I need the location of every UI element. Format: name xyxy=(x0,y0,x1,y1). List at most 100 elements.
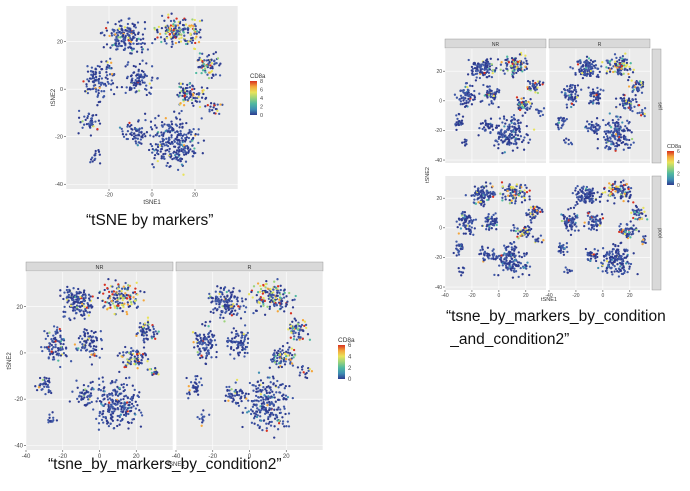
data-point xyxy=(208,108,211,111)
data-point xyxy=(225,305,229,308)
data-point xyxy=(143,132,146,136)
data-point xyxy=(468,99,471,102)
data-point xyxy=(299,328,302,331)
data-point xyxy=(193,147,196,150)
data-point xyxy=(259,405,262,408)
data-point xyxy=(588,61,591,65)
data-point xyxy=(507,61,511,64)
data-point xyxy=(510,257,513,260)
data-point xyxy=(196,338,199,342)
data-point xyxy=(510,260,514,264)
data-point xyxy=(129,297,132,301)
data-point xyxy=(629,100,633,103)
data-point xyxy=(465,227,468,231)
data-point xyxy=(571,99,575,103)
data-point xyxy=(259,388,262,392)
data-point xyxy=(179,159,182,163)
data-point xyxy=(126,303,130,306)
data-point xyxy=(136,293,139,296)
data-point xyxy=(238,351,242,354)
data-point xyxy=(101,299,104,303)
data-point xyxy=(163,123,166,126)
data-point xyxy=(127,39,130,42)
data-point xyxy=(589,59,593,62)
data-point xyxy=(130,303,133,306)
data-point xyxy=(244,334,247,338)
data-point xyxy=(455,240,458,243)
panel-r-pool-points xyxy=(557,179,649,278)
data-point xyxy=(265,427,268,430)
data-point xyxy=(233,336,236,340)
data-point xyxy=(205,351,208,355)
data-point xyxy=(487,122,490,126)
data-point xyxy=(527,100,530,104)
data-point xyxy=(474,202,478,205)
data-point xyxy=(65,355,68,358)
data-point xyxy=(154,330,157,333)
data-point xyxy=(295,327,298,330)
data-point xyxy=(527,213,530,216)
data-point xyxy=(498,117,502,120)
data-point xyxy=(241,411,244,414)
data-point xyxy=(121,309,124,313)
data-point xyxy=(192,384,195,387)
data-point xyxy=(124,35,127,38)
data-point xyxy=(125,137,128,141)
data-point xyxy=(518,255,521,258)
data-point xyxy=(245,397,248,400)
data-point xyxy=(514,270,518,273)
data-point xyxy=(126,363,129,366)
data-point xyxy=(486,85,489,88)
data-point xyxy=(195,30,199,33)
data-point xyxy=(89,295,92,298)
data-point xyxy=(269,288,272,291)
data-point xyxy=(576,63,580,66)
data-point xyxy=(117,297,120,300)
data-point xyxy=(190,37,193,40)
data-point xyxy=(113,410,116,413)
data-point xyxy=(178,112,181,115)
data-point xyxy=(239,317,243,320)
data-point xyxy=(272,293,275,297)
data-point xyxy=(463,211,467,214)
data-point xyxy=(491,192,494,195)
data-point xyxy=(123,26,127,29)
data-point xyxy=(293,354,297,357)
data-point xyxy=(45,377,48,380)
data-point xyxy=(493,217,496,221)
data-point xyxy=(596,191,599,194)
data-point xyxy=(469,232,472,235)
data-point xyxy=(133,388,136,392)
data-point xyxy=(180,147,183,151)
data-point xyxy=(127,36,130,39)
data-point xyxy=(46,383,50,387)
data-point xyxy=(301,319,305,322)
data-point xyxy=(232,327,235,330)
data-point xyxy=(214,297,217,300)
data-point xyxy=(84,294,87,297)
data-point xyxy=(210,356,213,359)
data-point xyxy=(203,415,206,418)
data-point xyxy=(565,103,568,106)
data-point xyxy=(83,347,86,350)
data-point xyxy=(586,129,590,133)
data-point xyxy=(301,365,304,368)
data-point xyxy=(246,341,250,345)
data-point xyxy=(91,114,94,117)
data-point xyxy=(503,257,507,260)
data-point xyxy=(174,153,177,157)
data-point xyxy=(569,66,572,69)
data-point xyxy=(568,87,571,90)
data-point xyxy=(114,22,117,26)
data-point xyxy=(520,201,524,204)
data-point xyxy=(216,103,219,106)
data-point xyxy=(467,58,470,62)
data-point xyxy=(261,292,265,295)
data-point xyxy=(565,85,569,88)
data-point xyxy=(520,140,524,144)
legend-value-label: 4 xyxy=(260,96,263,102)
data-point xyxy=(477,134,480,137)
data-point xyxy=(180,36,183,39)
data-point xyxy=(106,301,109,304)
data-point xyxy=(207,335,211,338)
